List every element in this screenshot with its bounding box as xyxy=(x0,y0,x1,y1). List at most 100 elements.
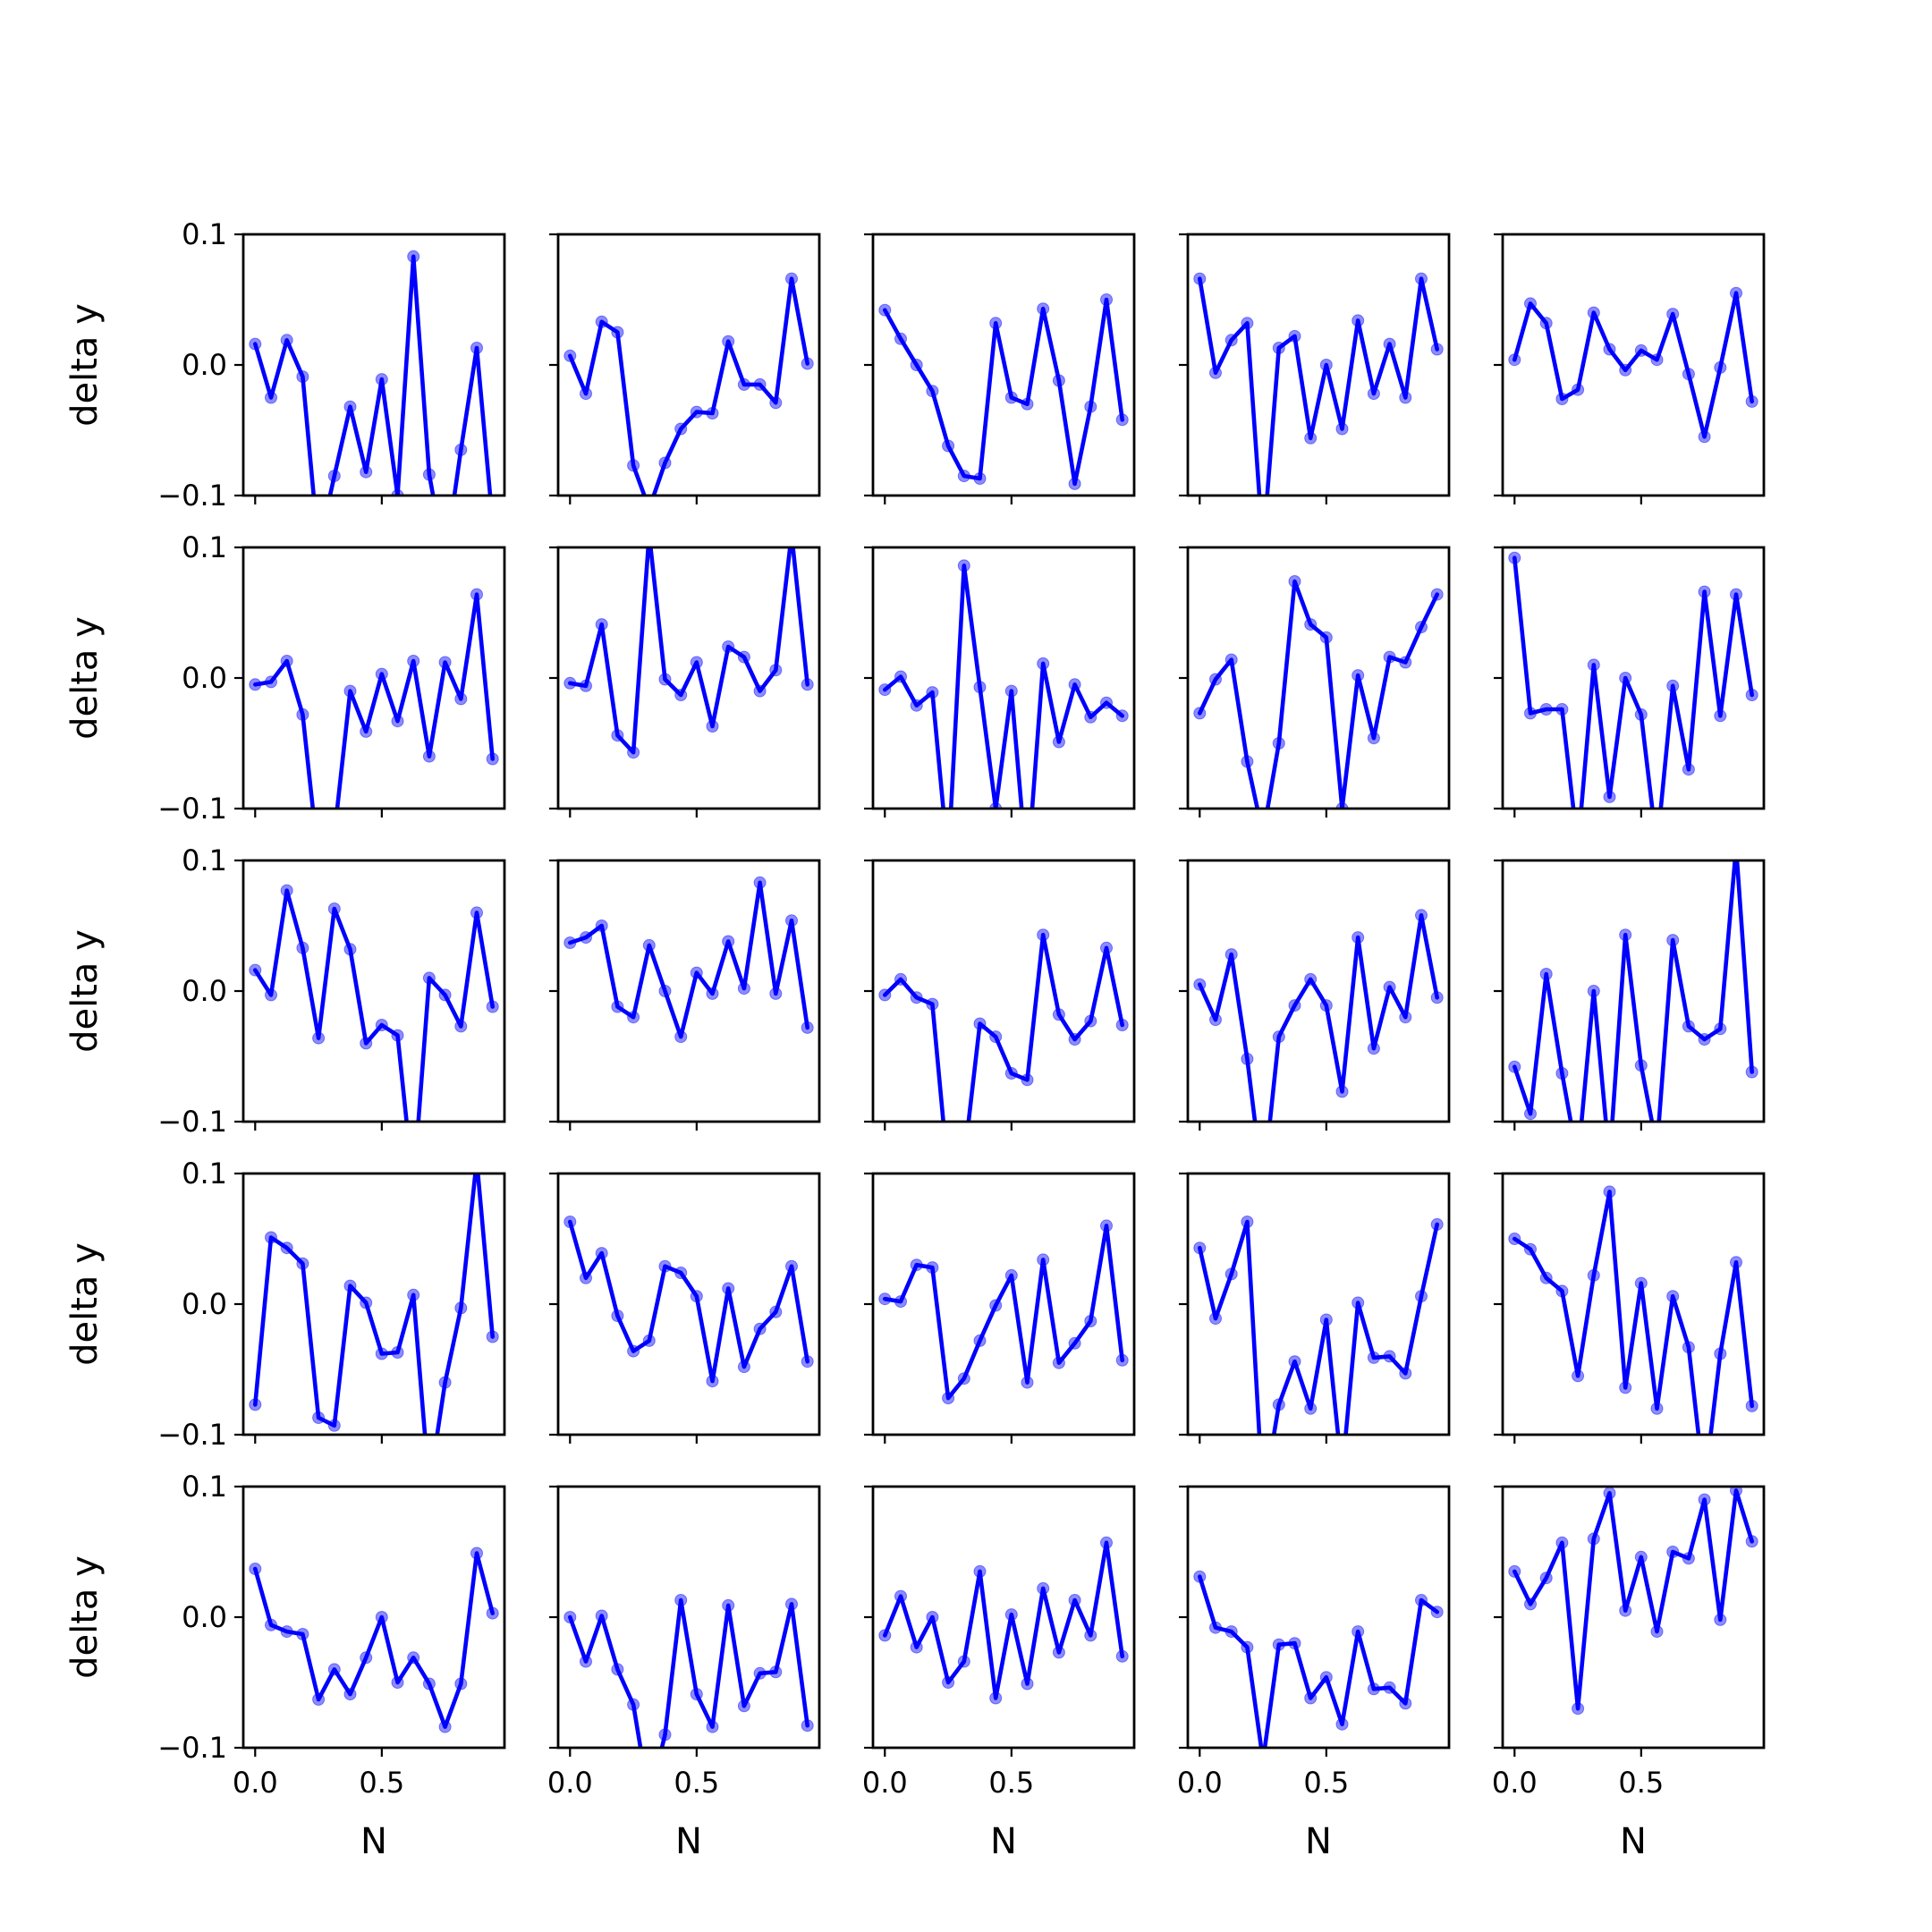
data-point xyxy=(1304,1402,1318,1415)
data-point xyxy=(1587,306,1600,319)
data-point xyxy=(878,988,892,1002)
data-point xyxy=(1319,1671,1333,1684)
data-point xyxy=(343,684,357,698)
data-point xyxy=(1698,585,1711,598)
data-point xyxy=(343,1688,357,1701)
data-point xyxy=(1399,391,1412,404)
series-group xyxy=(564,272,814,496)
data-point xyxy=(1415,272,1428,285)
x-tick-label: 0.0 xyxy=(1177,1766,1223,1800)
data-point xyxy=(580,1271,592,1284)
data-point xyxy=(910,359,923,371)
data-point xyxy=(989,317,1003,330)
data-point xyxy=(375,1347,388,1360)
data-point xyxy=(1555,703,1569,716)
data-point xyxy=(1383,337,1396,351)
series-line xyxy=(567,1219,810,1384)
subplot-r3-c3 xyxy=(864,859,1136,1131)
data-point xyxy=(706,1375,719,1388)
data-point xyxy=(801,1355,814,1368)
data-point xyxy=(580,679,592,692)
data-point xyxy=(690,1688,703,1701)
data-point xyxy=(1619,672,1632,684)
series-group xyxy=(564,876,814,1044)
data-point xyxy=(391,715,404,728)
data-point xyxy=(486,1330,499,1343)
subplot-r5-c3: 0.0 0.5 N xyxy=(862,1485,1136,1862)
data-point xyxy=(1068,1033,1081,1046)
data-point xyxy=(722,335,735,348)
data-point xyxy=(1288,1355,1301,1368)
data-point xyxy=(360,1296,373,1309)
data-point xyxy=(1714,360,1727,374)
data-point xyxy=(438,1376,452,1389)
data-point xyxy=(280,1625,293,1639)
data-point xyxy=(894,1589,907,1603)
x-tick-label: 0.0 xyxy=(1492,1766,1538,1800)
data-point xyxy=(926,997,939,1011)
data-point xyxy=(1115,1649,1129,1663)
data-point xyxy=(1068,477,1081,490)
y-tick-label: −0.1 xyxy=(157,792,227,826)
data-point xyxy=(1209,1013,1222,1027)
data-point xyxy=(1650,1402,1664,1415)
series-line xyxy=(882,564,1124,809)
data-point xyxy=(438,1720,452,1733)
y-tick-label: 0.1 xyxy=(182,530,227,564)
y-tick-label: 0.0 xyxy=(182,1600,227,1634)
data-point xyxy=(1399,656,1412,669)
data-point xyxy=(973,681,987,694)
data-point xyxy=(1100,1536,1113,1549)
data-point xyxy=(1052,374,1065,387)
subplot-r4-c4 xyxy=(1179,1172,1451,1444)
data-point xyxy=(1224,653,1238,666)
data-point xyxy=(1037,302,1050,316)
data-point xyxy=(249,337,262,351)
data-point xyxy=(1508,1060,1521,1073)
subplot-r4-c2 xyxy=(549,1172,821,1444)
data-point xyxy=(690,656,703,669)
data-point xyxy=(1224,334,1238,347)
subplot-r5-c4: 0.0 0.5 N xyxy=(1177,1485,1451,1862)
y-axis-label: delta y xyxy=(64,303,106,427)
subplot-r1-c5 xyxy=(1494,233,1766,504)
series-group xyxy=(249,1174,499,1435)
subplot-r3-c2 xyxy=(549,859,821,1131)
series-group xyxy=(1193,909,1444,1122)
y-axis-label: delta y xyxy=(64,1242,106,1366)
data-point xyxy=(360,724,373,738)
data-point xyxy=(265,391,277,404)
data-point xyxy=(327,1419,341,1432)
data-point xyxy=(564,349,577,362)
data-point xyxy=(265,675,277,689)
data-point xyxy=(1224,1267,1238,1281)
data-point xyxy=(265,1618,277,1631)
series-group xyxy=(1508,551,1758,809)
data-point xyxy=(1352,1296,1365,1309)
series-line xyxy=(567,276,810,496)
subplot-r5-c5: 0.0 0.5 N xyxy=(1492,1485,1766,1862)
data-point xyxy=(1084,710,1097,724)
data-point xyxy=(1745,1065,1758,1079)
series-group xyxy=(564,1594,814,1748)
data-point xyxy=(910,991,923,1004)
data-point xyxy=(1430,588,1444,601)
data-point xyxy=(1319,1313,1333,1326)
data-point xyxy=(1524,297,1537,310)
data-point xyxy=(1430,1217,1444,1231)
data-point xyxy=(926,385,939,398)
data-point xyxy=(1352,1625,1365,1639)
data-point xyxy=(894,972,907,986)
data-point xyxy=(312,1031,326,1045)
data-point xyxy=(595,1609,608,1623)
data-point xyxy=(454,1677,468,1690)
data-point xyxy=(580,1655,592,1668)
data-point xyxy=(1415,1290,1428,1303)
data-point xyxy=(1241,1052,1254,1065)
data-point xyxy=(343,400,357,413)
data-point xyxy=(1288,575,1301,588)
data-point xyxy=(486,1000,499,1013)
data-point xyxy=(296,1257,309,1270)
subplot-r1-c1: −0.1 0.0 0.1 delta y xyxy=(64,217,506,513)
data-point xyxy=(375,667,388,681)
